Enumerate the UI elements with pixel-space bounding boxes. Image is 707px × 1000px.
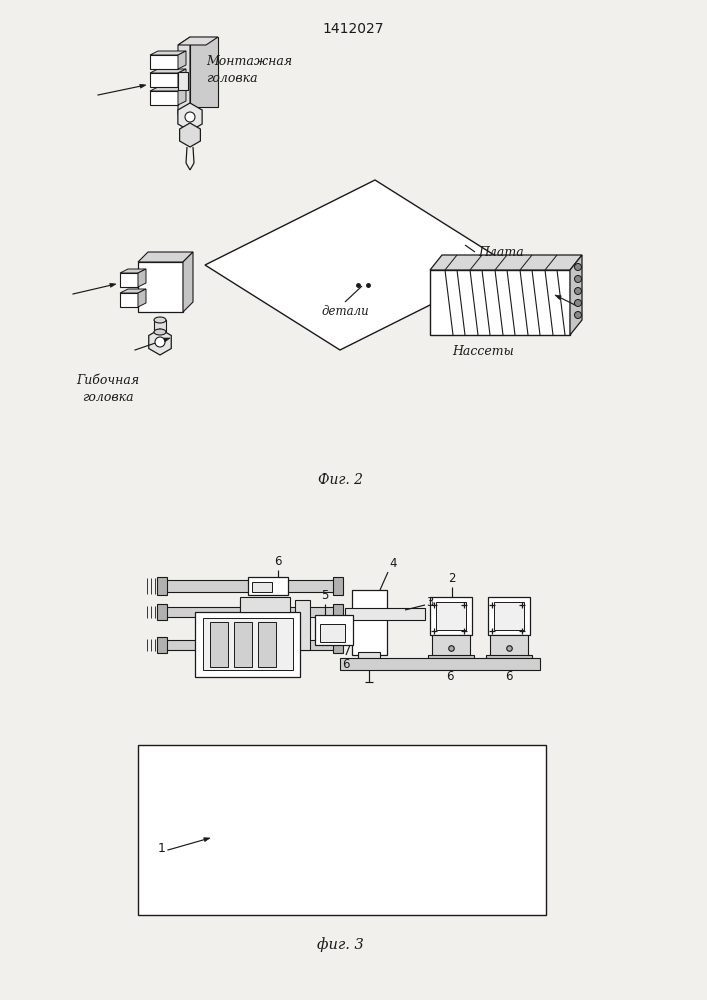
Polygon shape (555, 295, 561, 299)
Bar (157, 577, 167, 595)
Bar (252, 582, 272, 592)
Polygon shape (110, 283, 116, 287)
Bar (488, 597, 530, 635)
Bar (240, 600, 255, 650)
Bar (248, 635, 288, 653)
Polygon shape (150, 55, 178, 69)
Circle shape (185, 112, 195, 122)
Bar (165, 640, 335, 650)
Polygon shape (148, 329, 171, 355)
Text: 2: 2 (448, 572, 456, 585)
Bar (203, 618, 293, 670)
Text: 6: 6 (274, 555, 282, 568)
Polygon shape (140, 84, 146, 88)
Circle shape (155, 337, 165, 347)
Text: 6: 6 (342, 658, 350, 671)
Text: 1412027: 1412027 (322, 22, 384, 36)
Bar (165, 607, 335, 617)
Bar (165, 580, 335, 592)
Polygon shape (190, 37, 218, 107)
Polygon shape (180, 123, 200, 147)
Bar (428, 655, 474, 665)
Bar (345, 608, 425, 620)
Polygon shape (120, 269, 146, 273)
Bar (436, 602, 466, 630)
Polygon shape (150, 51, 186, 55)
Ellipse shape (154, 329, 166, 335)
Circle shape (575, 263, 581, 270)
Bar (333, 637, 343, 653)
Text: 6: 6 (506, 670, 513, 683)
Polygon shape (120, 289, 146, 293)
Circle shape (575, 288, 581, 294)
Bar (138, 745, 546, 915)
Text: Нассеты: Нассеты (452, 345, 514, 358)
Bar (333, 577, 343, 595)
Bar (195, 612, 300, 677)
Bar (340, 658, 540, 670)
Bar (430, 597, 472, 635)
Bar (157, 604, 167, 620)
Bar (252, 606, 272, 616)
Bar (154, 320, 166, 332)
Polygon shape (178, 37, 190, 115)
Bar (333, 604, 343, 620)
Circle shape (575, 275, 581, 282)
Text: Монтажная
головка: Монтажная головка (206, 55, 292, 85)
Ellipse shape (154, 317, 166, 323)
Text: детали: детали (321, 305, 369, 318)
Bar (432, 635, 470, 660)
Text: 5: 5 (321, 589, 329, 602)
Polygon shape (178, 37, 218, 45)
Polygon shape (120, 273, 138, 287)
Text: 4: 4 (390, 557, 397, 570)
Bar (240, 597, 290, 612)
Bar (486, 655, 532, 665)
Bar (352, 590, 387, 655)
Bar (157, 637, 167, 653)
Polygon shape (150, 87, 186, 91)
Polygon shape (150, 91, 178, 105)
Bar (430, 270, 570, 335)
Bar (138, 262, 183, 312)
Bar (248, 577, 288, 595)
Text: 3: 3 (426, 595, 433, 608)
Text: Плата: Плата (478, 246, 524, 259)
Polygon shape (178, 87, 186, 105)
Polygon shape (138, 252, 193, 262)
Polygon shape (138, 289, 146, 307)
Circle shape (575, 300, 581, 306)
Bar (258, 622, 276, 667)
Bar (358, 652, 380, 662)
Polygon shape (178, 103, 202, 131)
Polygon shape (120, 293, 138, 307)
Bar (210, 622, 228, 667)
Text: 1: 1 (158, 842, 166, 854)
Circle shape (575, 312, 581, 318)
Polygon shape (150, 73, 178, 87)
Bar (490, 635, 528, 660)
Text: Фиг. 2: Фиг. 2 (317, 473, 363, 487)
Polygon shape (204, 838, 210, 842)
Bar (252, 639, 272, 649)
Bar (178, 72, 188, 90)
Polygon shape (430, 255, 582, 270)
Polygon shape (205, 180, 510, 350)
Bar (234, 622, 252, 667)
Polygon shape (178, 69, 186, 87)
Bar (494, 602, 524, 630)
Polygon shape (570, 255, 582, 335)
Text: фиг. 3: фиг. 3 (317, 938, 363, 952)
Bar (320, 624, 345, 642)
Text: 6: 6 (446, 670, 454, 683)
Polygon shape (138, 269, 146, 287)
Text: Гибочная
головка: Гибочная головка (76, 374, 139, 404)
Bar (248, 602, 288, 620)
Polygon shape (150, 69, 186, 73)
Bar (315, 615, 353, 645)
Polygon shape (178, 51, 186, 69)
Polygon shape (183, 252, 193, 312)
Polygon shape (164, 338, 170, 342)
Bar (295, 600, 310, 650)
